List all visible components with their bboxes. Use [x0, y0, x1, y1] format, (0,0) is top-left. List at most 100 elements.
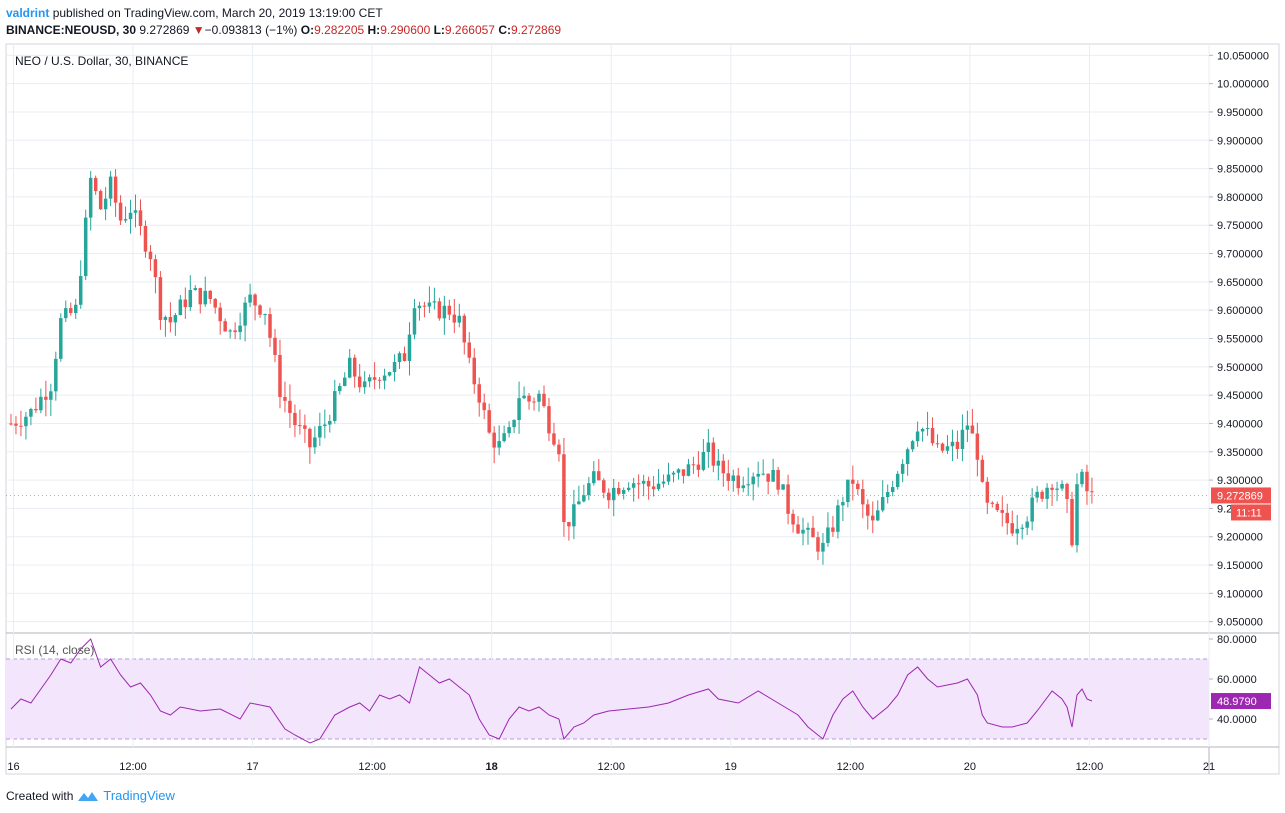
candle-body	[9, 423, 13, 425]
candle-body	[826, 527, 830, 543]
candle-body	[786, 484, 790, 514]
candle-body	[78, 276, 83, 305]
candle-body	[517, 398, 521, 421]
candle-body	[696, 464, 701, 470]
candle-body	[357, 376, 362, 388]
candle-body	[452, 314, 457, 323]
candle-body	[507, 427, 511, 434]
candle-body	[646, 480, 651, 487]
candle-body	[925, 428, 930, 430]
price-tick-label: 9.800000	[1217, 192, 1263, 204]
candle-body	[676, 469, 681, 473]
candle-body	[218, 307, 222, 322]
price-tick-label: 9.150000	[1217, 560, 1263, 572]
candle-body	[846, 479, 850, 503]
candle-body	[372, 377, 377, 380]
candle-body	[915, 431, 920, 442]
candle-body	[616, 487, 621, 494]
candle-body	[935, 443, 940, 445]
candle-body	[871, 515, 875, 521]
tradingview-brand[interactable]: TradingView	[103, 788, 175, 803]
candle-body	[29, 409, 33, 417]
candle-body	[328, 421, 332, 425]
candle-body	[706, 442, 711, 453]
candle-body	[970, 425, 975, 434]
candle-body	[238, 325, 242, 333]
candle-body	[1075, 484, 1079, 546]
time-tick-label: 17	[246, 761, 258, 773]
candle-body	[512, 420, 516, 428]
candle-body	[1055, 488, 1059, 490]
candle-body	[592, 471, 596, 484]
publish-info: valdrint published on TradingView.com, M…	[6, 6, 383, 20]
candle-body	[641, 480, 646, 484]
price-tick-label: 10.050000	[1217, 50, 1269, 62]
candle-body	[910, 441, 915, 450]
high-value: 9.290600	[380, 23, 431, 37]
candle-body	[243, 302, 247, 326]
candle-body	[198, 288, 203, 305]
down-arrow-icon: ▼	[192, 23, 205, 37]
candle-body	[59, 318, 63, 359]
created-with-label: Created with	[6, 788, 74, 803]
candle-body	[308, 428, 312, 448]
candle-body	[985, 481, 990, 503]
time-tick-label: 16	[7, 761, 19, 773]
candle-body	[801, 529, 805, 534]
candle-body	[851, 479, 855, 484]
candle-body	[497, 441, 501, 448]
candle-body	[661, 481, 666, 484]
candle-body	[462, 315, 467, 343]
candle-body	[522, 395, 526, 399]
candle-body	[611, 487, 616, 501]
candle-body	[582, 495, 586, 502]
rsi-value-badge-text: 48.9790	[1217, 696, 1257, 708]
last-price: 9.272869	[139, 23, 190, 37]
candle-body	[856, 483, 860, 490]
candle-body	[631, 483, 636, 488]
candle-body	[626, 487, 631, 490]
candle-body	[861, 489, 865, 505]
candle-body	[806, 527, 810, 530]
candle-body	[791, 513, 795, 525]
candle-body	[382, 375, 387, 381]
candle-body	[681, 469, 686, 476]
candle-body	[771, 469, 775, 482]
candle-body	[995, 503, 1000, 511]
candle-body	[1045, 487, 1049, 499]
candle-body	[766, 473, 770, 482]
candle-body	[412, 308, 417, 335]
candle-body	[213, 298, 217, 308]
candle-body	[193, 288, 198, 291]
candle-body	[721, 460, 726, 474]
close-label: C:	[498, 23, 511, 37]
candle-body	[54, 358, 58, 392]
candle-body	[318, 426, 322, 438]
candle-body	[562, 454, 566, 523]
low-value: 9.266057	[444, 23, 495, 37]
candle-body	[866, 504, 870, 516]
candle-body	[34, 409, 38, 411]
candle-body	[263, 314, 267, 316]
candle-body	[975, 433, 980, 460]
candle-body	[905, 449, 910, 465]
candle-body	[1020, 527, 1024, 529]
candle-body	[1025, 521, 1029, 528]
symbol-label: BINANCE:NEOUSD, 30	[6, 23, 137, 37]
candle-body	[233, 330, 237, 333]
time-tick-label: 12:00	[1076, 761, 1104, 773]
candle-body	[367, 377, 372, 382]
tradingview-cloud-icon	[78, 791, 99, 801]
candle-body	[836, 505, 840, 532]
candle-body	[965, 425, 970, 430]
candle-body	[148, 251, 153, 260]
candle-body	[567, 522, 571, 527]
candle-body	[417, 305, 422, 309]
author-link[interactable]: valdrint	[6, 6, 50, 20]
candle-body	[253, 294, 257, 306]
footer: Created with TradingView	[6, 788, 175, 803]
candle-body	[163, 317, 168, 320]
candlestick-series	[9, 169, 1094, 565]
time-tick-label: 19	[725, 761, 737, 773]
